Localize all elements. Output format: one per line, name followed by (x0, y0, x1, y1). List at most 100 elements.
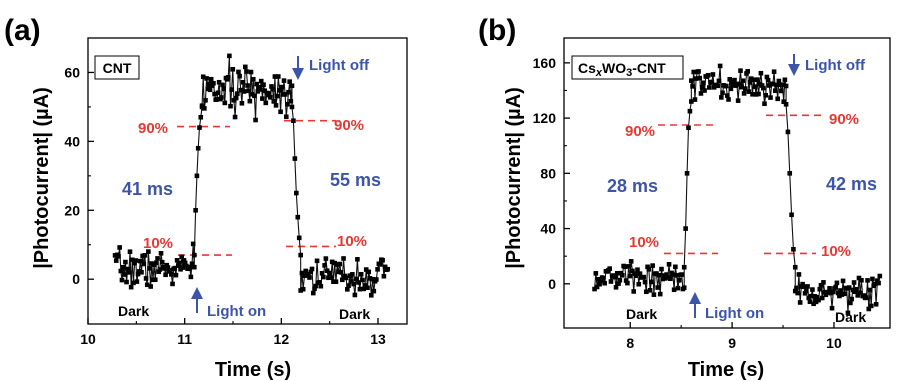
data-point (279, 84, 285, 90)
data-point (626, 264, 631, 269)
data-point (181, 258, 187, 263)
data-point (282, 92, 288, 97)
data-point (312, 286, 317, 292)
data-point (705, 72, 711, 78)
data-point (263, 100, 269, 106)
data-point (686, 125, 691, 131)
data-point (813, 299, 819, 305)
data-point (601, 276, 606, 281)
data-point (608, 279, 614, 284)
data-point (689, 78, 694, 83)
data-point (867, 287, 873, 293)
data-point (681, 285, 687, 290)
data-point (870, 276, 875, 282)
label-90-right: 90% (829, 111, 859, 128)
data-point (147, 266, 152, 271)
data-point (696, 69, 701, 74)
data-point (288, 98, 294, 104)
data-point (331, 279, 336, 284)
light-off-label: Light off (309, 57, 370, 74)
data-point (162, 266, 167, 271)
data-point (337, 261, 343, 267)
data-point (710, 72, 716, 77)
y-tick-label: 40 (64, 133, 80, 149)
data-point (614, 271, 620, 276)
data-point (745, 69, 751, 74)
data-point (143, 276, 149, 281)
data-point (622, 264, 628, 269)
data-point (753, 92, 759, 97)
data-point (370, 276, 375, 282)
data-point (276, 74, 281, 79)
data-point (285, 101, 290, 107)
data-point (810, 287, 815, 292)
data-point (635, 267, 640, 272)
y-tick-label: 0 (548, 276, 556, 292)
data-point (598, 278, 604, 284)
data-point (684, 171, 690, 176)
data-point (199, 103, 205, 108)
data-point (675, 285, 681, 291)
data-point (157, 267, 163, 272)
x-tick-label: 12 (274, 331, 290, 347)
data-point (194, 173, 200, 179)
data-point (687, 108, 693, 114)
data-point (699, 85, 705, 90)
plot-area: 8 9 10 0 40 80 120 160 (533, 37, 891, 351)
data-point (594, 284, 600, 290)
x-tick-label: 10 (80, 331, 96, 347)
data-point (747, 80, 753, 85)
panel-label: (b) (478, 14, 516, 47)
data-point (691, 69, 697, 75)
data-point (616, 281, 621, 286)
data-point (362, 283, 368, 288)
data-point (854, 287, 859, 292)
data-point (144, 282, 150, 288)
data-point (319, 270, 325, 276)
light-off-label: Light off (805, 57, 866, 74)
data-point (241, 89, 247, 94)
data-point (689, 99, 694, 104)
data-point (817, 286, 823, 292)
data-point (227, 53, 232, 59)
data-point (620, 273, 625, 278)
data-point (366, 269, 372, 275)
axes-frame (87, 37, 408, 325)
data-point (307, 275, 312, 280)
data-point (277, 88, 282, 93)
data-point (607, 266, 613, 271)
data-point (697, 75, 703, 81)
data-point (233, 95, 239, 101)
data-point (278, 109, 283, 115)
data-point (365, 285, 370, 291)
data-point (179, 254, 184, 260)
data-point (776, 78, 782, 84)
data-point (764, 74, 770, 80)
data-point (229, 87, 234, 92)
data-point (163, 272, 168, 278)
data-point (711, 85, 717, 90)
data-point (334, 262, 340, 267)
data-point (649, 279, 654, 285)
y-tick-label: 120 (533, 110, 557, 126)
light-on-label: Light on (207, 303, 266, 320)
data-point (252, 93, 257, 99)
data-point (794, 285, 799, 291)
data-point (671, 287, 677, 293)
data-point (796, 272, 802, 277)
data-point (310, 290, 316, 296)
data-point (146, 249, 151, 254)
data-point (210, 83, 215, 88)
data-point (202, 106, 207, 111)
data-point (853, 289, 858, 295)
sample-label-box (571, 55, 684, 80)
dark-label-right: Dark (339, 306, 370, 322)
data-point (693, 76, 699, 81)
dark-label-left: Dark (118, 303, 149, 319)
data-point (838, 288, 843, 293)
data-point (260, 96, 265, 101)
data-point (673, 264, 678, 270)
data-point (189, 261, 195, 267)
data-point (165, 265, 171, 270)
data-point (597, 281, 602, 287)
